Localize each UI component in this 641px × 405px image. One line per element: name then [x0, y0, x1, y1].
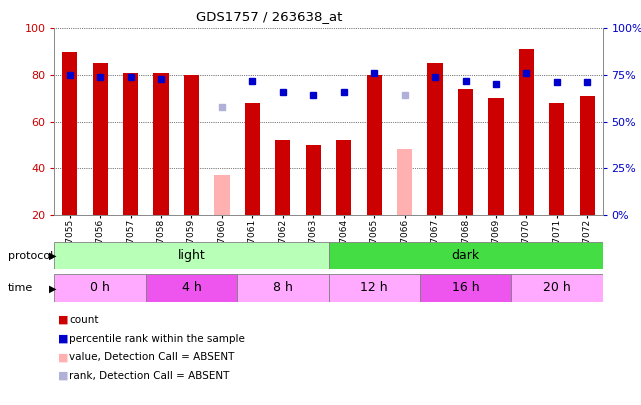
- Text: ■: ■: [58, 371, 68, 381]
- Bar: [367, 75, 382, 215]
- Bar: [458, 89, 473, 215]
- Bar: [214, 175, 229, 215]
- Text: ■: ■: [58, 334, 68, 343]
- Bar: [306, 145, 321, 215]
- Bar: [420, 274, 511, 302]
- Bar: [153, 72, 169, 215]
- Text: count: count: [69, 315, 99, 325]
- Bar: [428, 63, 443, 215]
- Bar: [54, 242, 328, 269]
- Bar: [62, 52, 78, 215]
- Bar: [245, 103, 260, 215]
- Bar: [328, 274, 420, 302]
- Bar: [336, 140, 351, 215]
- Bar: [146, 274, 237, 302]
- Bar: [123, 72, 138, 215]
- Text: 20 h: 20 h: [543, 281, 570, 294]
- Text: 4 h: 4 h: [181, 281, 201, 294]
- Text: ■: ■: [58, 352, 68, 362]
- Text: value, Detection Call = ABSENT: value, Detection Call = ABSENT: [69, 352, 235, 362]
- Text: light: light: [178, 249, 205, 262]
- Bar: [397, 149, 412, 215]
- Text: time: time: [8, 284, 33, 293]
- Bar: [488, 98, 504, 215]
- Text: ▶: ▶: [49, 284, 56, 293]
- Text: ▶: ▶: [49, 251, 56, 261]
- Bar: [184, 75, 199, 215]
- Text: GDS1757 / 263638_at: GDS1757 / 263638_at: [196, 10, 342, 23]
- Bar: [511, 274, 603, 302]
- Bar: [275, 140, 290, 215]
- Text: 0 h: 0 h: [90, 281, 110, 294]
- Text: protocol: protocol: [8, 251, 53, 261]
- Bar: [579, 96, 595, 215]
- Text: 8 h: 8 h: [273, 281, 293, 294]
- Bar: [92, 63, 108, 215]
- Text: rank, Detection Call = ABSENT: rank, Detection Call = ABSENT: [69, 371, 229, 381]
- Text: ■: ■: [58, 315, 68, 325]
- Bar: [519, 49, 534, 215]
- Text: 12 h: 12 h: [360, 281, 388, 294]
- Text: dark: dark: [451, 249, 479, 262]
- Text: 16 h: 16 h: [452, 281, 479, 294]
- Bar: [54, 274, 146, 302]
- Text: percentile rank within the sample: percentile rank within the sample: [69, 334, 245, 343]
- Bar: [549, 103, 565, 215]
- Bar: [237, 274, 328, 302]
- Bar: [328, 242, 603, 269]
